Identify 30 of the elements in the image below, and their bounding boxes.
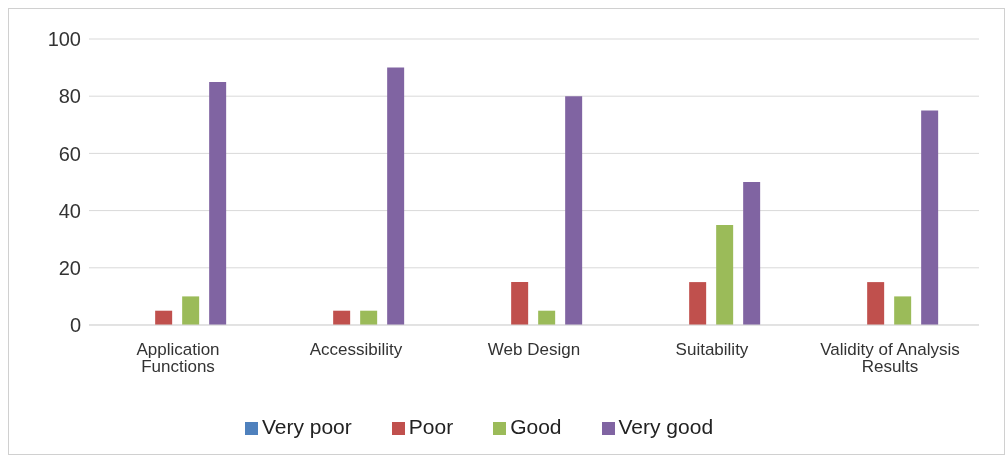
bar <box>333 310 351 325</box>
y-tick-label: 40 <box>58 199 81 222</box>
bar <box>209 81 227 325</box>
bar <box>538 310 556 325</box>
bar <box>894 296 912 325</box>
legend-label: Very poor <box>261 415 352 438</box>
y-tick-label: 100 <box>47 28 81 51</box>
bar <box>921 110 939 325</box>
x-tick-label: Accessibility <box>309 340 403 360</box>
legend-label: Very good <box>618 415 714 438</box>
x-tick-label: Suitability <box>675 340 749 360</box>
bar <box>155 310 173 325</box>
y-tick-label: 80 <box>58 85 81 108</box>
x-tick-label: Validity of Analysis Results <box>820 340 960 377</box>
bar <box>689 282 707 325</box>
bar <box>867 282 885 325</box>
bar <box>743 182 761 325</box>
x-tick-label: Web Design <box>487 340 581 360</box>
bar <box>182 296 200 325</box>
y-tick-label: 60 <box>58 142 81 165</box>
x-tick-label: Application Functions <box>136 340 220 377</box>
bar <box>511 282 529 325</box>
bar <box>387 67 405 325</box>
bar <box>716 224 734 325</box>
legend-label: Good <box>510 415 562 438</box>
y-tick-label: 20 <box>58 256 81 279</box>
bar <box>565 96 583 325</box>
legend-label: Poor <box>408 415 454 438</box>
bar <box>360 310 378 325</box>
y-tick-label: 0 <box>69 314 81 337</box>
